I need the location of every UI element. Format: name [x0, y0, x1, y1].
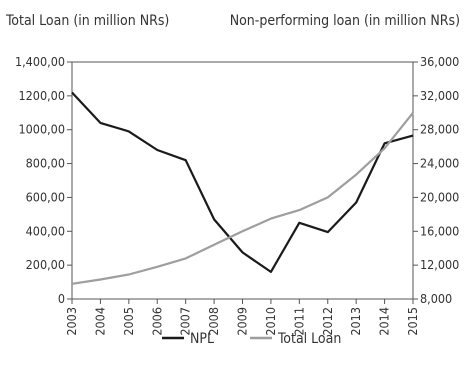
- series-line-total-loan: [71, 112, 414, 285]
- right-tick-label: 20,000: [420, 189, 459, 204]
- left-tick-label: 0: [58, 291, 65, 306]
- right-tick-label: 32,000: [420, 88, 459, 103]
- series-layer: [71, 91, 414, 285]
- right-tick-label: 24,000: [420, 156, 459, 171]
- legend-label: NPL: [190, 331, 214, 347]
- x-tick-label: 2004: [92, 307, 107, 336]
- left-tick-label: 800,00: [26, 156, 65, 171]
- x-tick-label: 2003: [64, 307, 79, 336]
- legend-label: Total Loan: [277, 331, 341, 347]
- x-tick-label: 2015: [405, 307, 420, 336]
- series-line-npl: [71, 91, 414, 273]
- right-tick-label: 8,000: [420, 291, 452, 306]
- x-axis: 2003 2004 2005 2006 2007 2008 2009 2010 2011 2012…: [64, 299, 420, 336]
- x-tick-label: 2013: [348, 307, 363, 336]
- x-tick-label: 2007: [178, 307, 193, 336]
- x-tick-label: 2005: [121, 307, 136, 336]
- x-tick-label: 2014: [377, 307, 392, 336]
- right-y-axis: 8,000 12,000 16,000 20,000 24,000 28,000 32,00…: [413, 54, 459, 306]
- left-tick-label: 200,00: [26, 257, 65, 272]
- right-tick-label: 16,000: [420, 223, 459, 238]
- x-tick-label: 2008: [206, 307, 221, 336]
- legend: NPL Total Loan: [162, 331, 341, 347]
- left-axis-title: Total Loan (in million NRs): [5, 13, 169, 29]
- right-tick-label: 28,000: [420, 122, 459, 137]
- left-tick-label: 1200,00: [19, 88, 66, 103]
- plot-area-frame: [71, 61, 414, 300]
- right-tick-label: 12,000: [420, 257, 459, 272]
- x-tick-label: 2012: [320, 307, 335, 336]
- x-tick-label: 2009: [235, 307, 250, 336]
- x-tick-label: 2010: [263, 307, 278, 336]
- right-axis-title: Non-performing loan (in million NRs): [230, 13, 460, 29]
- left-tick-label: 1000,00: [19, 122, 66, 137]
- left-tick-label: 400,00: [26, 223, 65, 238]
- x-tick-label: 2011: [291, 307, 306, 336]
- left-tick-label: 600,00: [26, 189, 65, 204]
- x-tick-label: 2006: [149, 307, 164, 336]
- left-y-axis: 0 200,00 400,00 600,00 800,00 1000,00 1200,00 1…: [15, 54, 72, 306]
- left-tick-label: 1,400,00: [15, 54, 65, 69]
- right-tick-label: 36,000: [420, 54, 459, 69]
